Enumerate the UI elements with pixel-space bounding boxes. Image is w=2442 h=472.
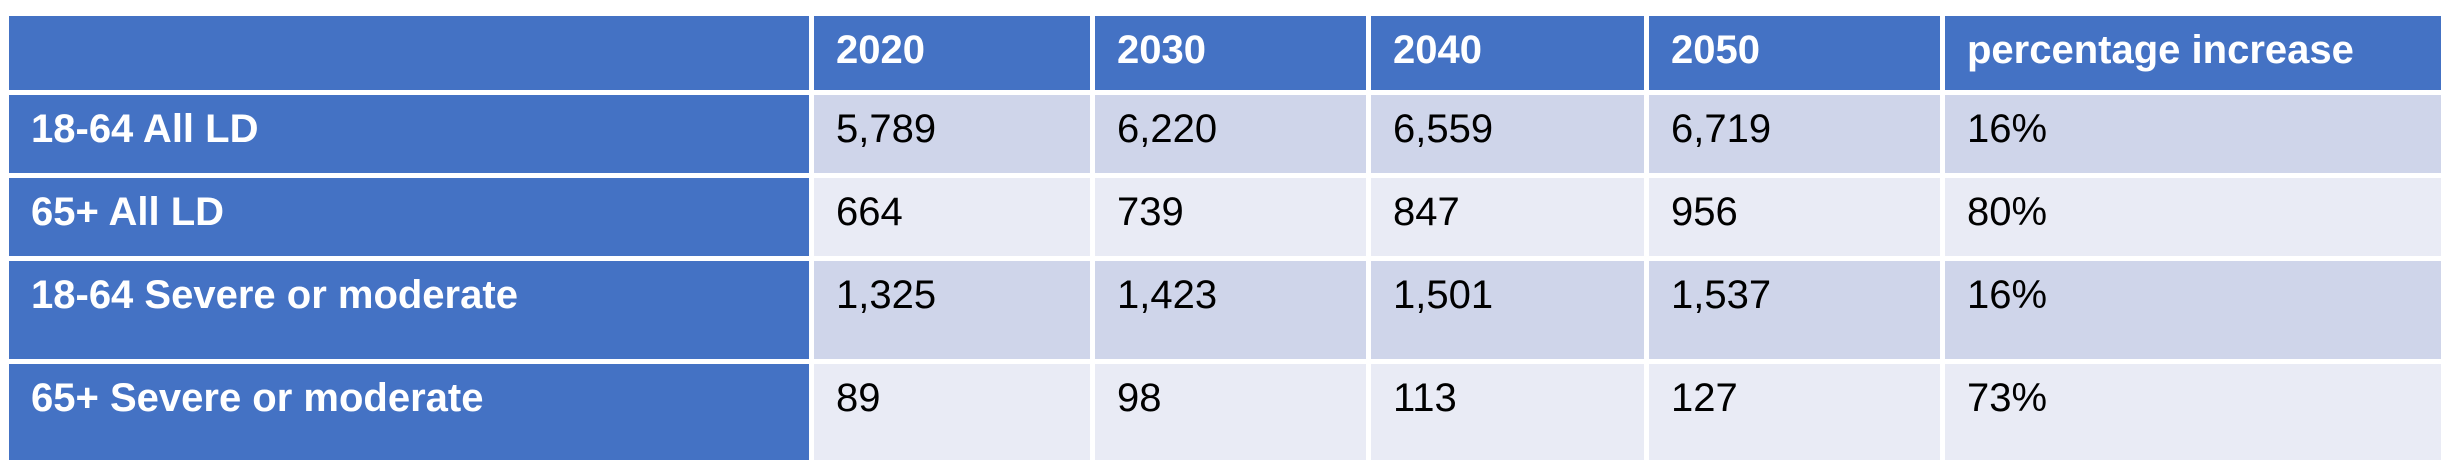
corner-cell: [9, 16, 809, 90]
table-cell: 1,325: [814, 261, 1090, 359]
table-cell: 6,719: [1649, 95, 1940, 173]
row-label: 65+ Severe or moderate: [9, 364, 809, 460]
table-cell: 5,789: [814, 95, 1090, 173]
table-cell: 16%: [1945, 261, 2441, 359]
table-cell: 1,501: [1371, 261, 1644, 359]
row-label: 18-64 All LD: [9, 95, 809, 173]
column-header: percentage increase: [1945, 16, 2441, 90]
table-cell: 127: [1649, 364, 1940, 460]
table-cell: 1,537: [1649, 261, 1940, 359]
table-cell: 98: [1095, 364, 1366, 460]
column-header: 2030: [1095, 16, 1366, 90]
table-cell: 1,423: [1095, 261, 1366, 359]
column-header: 2050: [1649, 16, 1940, 90]
table-cell: 6,559: [1371, 95, 1644, 173]
table-cell: 664: [814, 178, 1090, 256]
table-cell: 847: [1371, 178, 1644, 256]
row-label: 65+ All LD: [9, 178, 809, 256]
table-cell: 73%: [1945, 364, 2441, 460]
data-table: 2020 2030 2040 2050 percentage increase 18-64…: [9, 16, 2441, 460]
table-cell: 6,220: [1095, 95, 1366, 173]
column-header: 2020: [814, 16, 1090, 90]
table-cell: 80%: [1945, 178, 2441, 256]
row-label: 18-64 Severe or moderate: [9, 261, 809, 359]
table-cell: 739: [1095, 178, 1366, 256]
table-cell: 16%: [1945, 95, 2441, 173]
table-cell: 113: [1371, 364, 1644, 460]
table-cell: 956: [1649, 178, 1940, 256]
table-cell: 89: [814, 364, 1090, 460]
column-header: 2040: [1371, 16, 1644, 90]
